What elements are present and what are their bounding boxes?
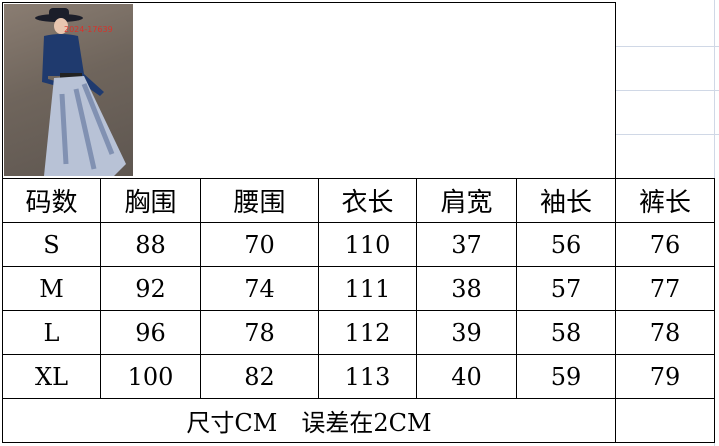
cell: S bbox=[2, 222, 101, 267]
empty-cell bbox=[615, 398, 715, 443]
cell: 59 bbox=[516, 354, 616, 399]
cell: M bbox=[2, 266, 101, 311]
size-chart-table: 码数 胸围 腰围 衣长 肩宽 袖长 裤长 S 88 70 110 37 56 76 M 92 7… bbox=[2, 178, 715, 443]
header-row: 码数 胸围 腰围 衣长 肩宽 袖长 裤长 bbox=[2, 178, 715, 223]
cell: 78 bbox=[200, 310, 319, 355]
watermark: 2024-17639 bbox=[64, 25, 113, 34]
cell: 57 bbox=[516, 266, 616, 311]
cell: 58 bbox=[516, 310, 616, 355]
header-shoulder: 肩宽 bbox=[416, 178, 517, 223]
table-row: L 96 78 112 39 58 78 bbox=[2, 310, 715, 355]
header-waist: 腰围 bbox=[200, 178, 319, 223]
cell: 38 bbox=[416, 266, 517, 311]
cell: 39 bbox=[416, 310, 517, 355]
product-photo: 2024-17639 bbox=[4, 4, 133, 176]
gridline bbox=[714, 0, 715, 446]
header-length: 衣长 bbox=[318, 178, 417, 223]
header-size: 码数 bbox=[2, 178, 101, 223]
cell: XL bbox=[2, 354, 101, 399]
cell: 74 bbox=[200, 266, 319, 311]
measurement-note: 尺寸CM 误差在2CM bbox=[2, 398, 616, 443]
table-row: S 88 70 110 37 56 76 bbox=[2, 222, 715, 267]
table-row: M 92 74 111 38 57 77 bbox=[2, 266, 715, 311]
cell: 111 bbox=[318, 266, 417, 311]
cell: 56 bbox=[516, 222, 616, 267]
cell: 113 bbox=[318, 354, 417, 399]
cell: 79 bbox=[615, 354, 715, 399]
header-bust: 胸围 bbox=[100, 178, 201, 223]
cell: 82 bbox=[200, 354, 319, 399]
cell: 76 bbox=[615, 222, 715, 267]
table-row: XL 100 82 113 40 59 79 bbox=[2, 354, 715, 399]
header-pants-length: 裤长 bbox=[615, 178, 715, 223]
gridline bbox=[615, 90, 719, 91]
gridline bbox=[615, 134, 719, 135]
image-cell bbox=[2, 2, 616, 178]
cell: 77 bbox=[615, 266, 715, 311]
cell: 88 bbox=[100, 222, 201, 267]
cell: 40 bbox=[416, 354, 517, 399]
cell: L bbox=[2, 310, 101, 355]
footer-row: 尺寸CM 误差在2CM bbox=[2, 398, 715, 443]
cell: 100 bbox=[100, 354, 201, 399]
cell: 37 bbox=[416, 222, 517, 267]
cell: 110 bbox=[318, 222, 417, 267]
cell: 70 bbox=[200, 222, 319, 267]
cell: 92 bbox=[100, 266, 201, 311]
cell: 96 bbox=[100, 310, 201, 355]
cell: 78 bbox=[615, 310, 715, 355]
cell: 112 bbox=[318, 310, 417, 355]
gridline bbox=[615, 46, 719, 47]
header-sleeve: 袖长 bbox=[516, 178, 616, 223]
